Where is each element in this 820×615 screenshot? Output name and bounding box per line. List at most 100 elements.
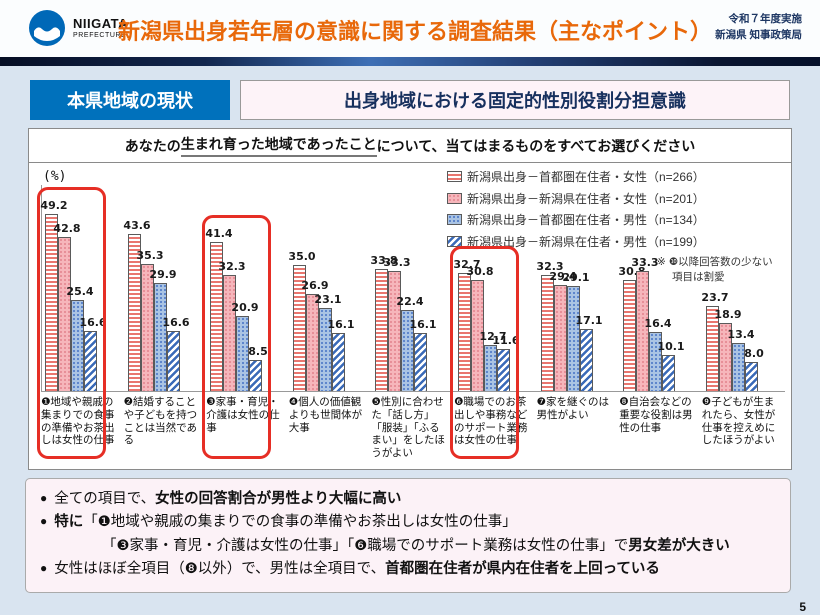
- bar: [45, 214, 58, 391]
- bar: [732, 343, 745, 391]
- chart-panel: あなたの 生まれ育った地域であったこと について、当てはまるものをすべてお選びくださ…: [28, 128, 792, 470]
- bar-value-label: 29.4: [549, 270, 577, 283]
- bar: [580, 329, 593, 391]
- question-underlined: 生まれ育った地域であったこと: [180, 134, 377, 157]
- bar: [223, 275, 236, 391]
- bar: [649, 332, 662, 391]
- bar-value-label: 20.9: [231, 301, 259, 314]
- bar-value-label: 16.6: [162, 316, 190, 329]
- bar-value-label: 8.5: [248, 345, 268, 358]
- bar: [388, 271, 401, 391]
- bar: [636, 271, 649, 391]
- bar: [471, 280, 484, 391]
- finding-2b-bold: 男女差が大きい: [628, 537, 730, 554]
- bar-value-label: 42.8: [53, 222, 81, 235]
- legend-label: 新潟県出身－首都圏在住者・男性（n=134）: [467, 213, 705, 227]
- department-label: 新潟県 知事政策局: [715, 28, 802, 41]
- bar: [167, 331, 180, 391]
- bar: [319, 308, 332, 391]
- bar: [293, 265, 306, 391]
- bar-value-label: 11.6: [492, 334, 520, 347]
- bar-value-label: 16.1: [327, 318, 355, 331]
- finding-bullet-2-continued: 「❸家事・育児・介護は女性の仕事」「❻職場でのサポート業務は女性の仕事」で男女差…: [40, 535, 776, 558]
- bar-value-label: 17.1: [575, 314, 603, 327]
- bullet-marker: ●: [40, 491, 48, 505]
- bar: [84, 331, 97, 391]
- header: NIIGATA PREFECTURE 新潟県出身若年層の意識に関する調査結果（主…: [0, 0, 820, 57]
- bar: [662, 355, 675, 391]
- bar: [567, 286, 580, 391]
- bar: [210, 242, 223, 391]
- category-label: ❾子どもが生まれたら、女性が仕事を控えめにしたほうがよい: [701, 396, 776, 447]
- chart-legend: 新潟県出身－首都圏在住者・女性（n=266） 新潟県出身－新潟県在住者・女性（n=…: [447, 168, 705, 254]
- question-suffix: について、当てはまるものをすべてお選びください: [376, 137, 696, 154]
- bullet-marker: ●: [40, 514, 48, 529]
- finding-3-bold: 首都圏在住者が県内在住者を上回っている: [385, 561, 660, 578]
- page-title: 新潟県出身若年層の意識に関する調査結果（主なポイント）: [118, 19, 713, 44]
- finding-2-text: 「❶地域や親戚の集まりでの食事の準備やお茶出しは女性の仕事」: [83, 514, 517, 531]
- category-label: ❹個人の価値観よりも世間体が大事: [288, 396, 363, 434]
- bar-value-label: 30.8: [466, 265, 494, 278]
- bar-value-label: 33.3: [631, 256, 659, 269]
- legend-swatch-icon: [447, 235, 462, 247]
- bar: [497, 349, 510, 391]
- bar-value-label: 25.4: [66, 285, 94, 298]
- legend-swatch-icon: [447, 192, 462, 204]
- bar-value-label: 32.3: [218, 260, 246, 273]
- bar-value-label: 16.6: [79, 316, 107, 329]
- bar: [249, 360, 262, 391]
- bar-chart: (%) 新潟県出身－首都圏在住者・女性（n=266） 新潟県出身－新潟県在住者・女…: [29, 163, 791, 469]
- category-label: ❶地域や親戚の集まりでの食事の準備やお茶出しは女性の仕事: [41, 396, 115, 447]
- legend-item: 新潟県出身－新潟県在住者・女性（n=201）: [447, 190, 705, 207]
- finding-bullet-2: ● 特に「❶地域や親戚の集まりでの食事の準備やお茶出しは女性の仕事」: [40, 511, 776, 534]
- bar-value-label: 33.3: [383, 256, 411, 269]
- bar: [141, 264, 154, 391]
- bar: [128, 234, 141, 391]
- bar-value-label: 23.7: [701, 291, 729, 304]
- bar-value-label: 32.7: [453, 258, 481, 271]
- x-axis-line: [41, 391, 785, 392]
- bar-value-label: 41.4: [205, 227, 233, 240]
- survey-question: あなたの 生まれ育った地域であったこと について、当てはまるものをすべてお選びくださ…: [29, 129, 791, 163]
- niigata-prefecture-logo: NIIGATA PREFECTURE: [28, 9, 128, 47]
- legend-swatch-icon: [447, 171, 462, 182]
- bar: [745, 362, 758, 391]
- findings-box: ● 全ての項目で、女性の回答割合が男性より大幅に高い ● 特に「❶地域や親戚の集まり…: [25, 478, 791, 593]
- chart-note-line1: ※ ❿以降回答数の少ない: [657, 256, 773, 268]
- fiscal-year-label: 令和７年度実施: [728, 13, 803, 25]
- bullet-marker: ●: [40, 561, 48, 576]
- bar-value-label: 49.2: [40, 199, 68, 212]
- bar-value-label: 16.1: [409, 318, 437, 331]
- bar-value-label: 13.4: [727, 328, 755, 341]
- bar: [401, 310, 414, 391]
- category-label: ❽自治会などの重要な役割は男性の仕事: [619, 396, 693, 434]
- bar: [236, 316, 249, 391]
- bar-value-label: 23.1: [314, 293, 342, 306]
- category-label: ❼家を継ぐのは男性がよい: [536, 396, 610, 421]
- bar: [154, 283, 167, 391]
- bar-value-label: 16.4: [644, 317, 672, 330]
- finding-1-text: 全ての項目で、: [54, 491, 156, 507]
- legend-swatch-icon: [447, 214, 462, 225]
- y-axis-line: [41, 185, 42, 391]
- bar-value-label: 26.9: [301, 279, 329, 292]
- category-label: ❸家事・育児・介護は女性の仕事: [206, 396, 280, 434]
- page-number: 5: [799, 600, 806, 614]
- bar-value-label: 29.9: [149, 268, 177, 281]
- legend-item: 新潟県出身－首都圏在住者・女性（n=266）: [447, 168, 705, 185]
- category-label: ❷結婚することや子どもを持つことは当然である: [123, 396, 198, 447]
- legend-item: 新潟県出身－首都圏在住者・男性（n=134）: [447, 211, 705, 228]
- bar-value-label: 35.0: [288, 250, 316, 263]
- legend-item: 新潟県出身－新潟県在住者・男性（n=199）: [447, 233, 705, 250]
- y-axis-unit-label: (%): [43, 169, 67, 184]
- bar-value-label: 35.3: [136, 249, 164, 262]
- bar-value-label: 22.4: [396, 295, 424, 308]
- finding-bullet-3: ● 女性はほぼ全項目（❽以外）で、男性は全項目で、首都圏在住者が県内在住者を上回っ…: [40, 558, 776, 581]
- chart-note-line2: 項目は割愛: [672, 270, 725, 283]
- finding-1-bold: 女性の回答割合が男性より大幅に高い: [155, 491, 402, 507]
- bar: [541, 275, 554, 391]
- bar-value-label: 33.8: [370, 254, 398, 267]
- chart-note: ※ ❿以降回答数の少ない 項目は割愛: [657, 255, 773, 284]
- finding-bullet-1: ● 全ての項目で、女性の回答割合が男性より大幅に高い: [40, 488, 776, 511]
